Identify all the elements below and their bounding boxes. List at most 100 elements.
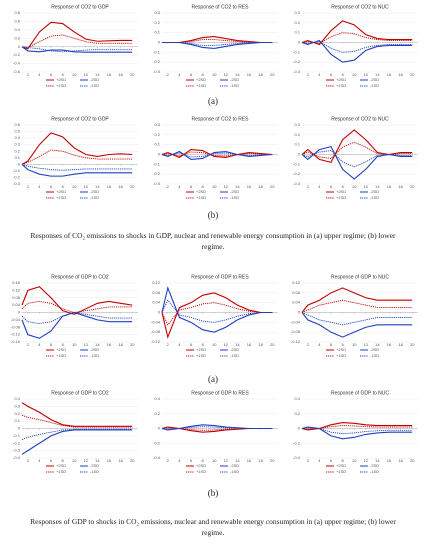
x-tick-label: 12 — [84, 342, 89, 347]
legend-label: -2SD — [90, 189, 99, 194]
x-tick-label: 14 — [95, 342, 100, 347]
x-tick-label: 2 — [167, 458, 170, 463]
x-tick-label: 12 — [84, 72, 89, 77]
legend-label: +2SD — [196, 347, 206, 352]
y-tick-label: 0.1 — [294, 142, 300, 147]
y-tick-label: 0.04 — [152, 300, 161, 305]
x-tick-label: 6 — [190, 184, 193, 189]
x-tick-label: 8 — [201, 72, 204, 77]
series-line — [21, 311, 133, 339]
y-tick-label: 0.08 — [292, 290, 301, 295]
series-line — [301, 427, 413, 435]
y-tick-label: -0.2 — [153, 59, 161, 64]
chart-title: Response of CO2 to GDP — [51, 116, 109, 122]
x-tick-label: 16 — [247, 342, 252, 347]
legend-label: -2SD — [90, 347, 99, 352]
x-tick-label: 14 — [235, 72, 240, 77]
x-tick-label: 12 — [84, 184, 89, 189]
y-tick-label: -0.3 — [13, 181, 21, 186]
y-tick-label: 0.08 — [152, 290, 161, 295]
legend-label: +2SD — [56, 463, 66, 468]
y-tick-label: 0.2 — [294, 132, 300, 137]
legend-label: +1SD — [196, 469, 206, 474]
legend-label: -1SD — [370, 469, 379, 474]
series-line — [21, 428, 133, 440]
x-tick-label: 12 — [224, 184, 229, 189]
y-tick-label: 0.1 — [154, 30, 160, 35]
x-tick-label: 14 — [95, 184, 100, 189]
chart-title: Response of CO2 to RES — [192, 116, 250, 122]
legend-label: -2SD — [90, 77, 99, 82]
panel-label: (b) — [207, 210, 219, 220]
y-tick-label: 0.4 — [154, 396, 160, 401]
legend-label: -2SD — [230, 463, 239, 468]
series-line — [21, 163, 133, 177]
x-tick-label: 2 — [27, 342, 30, 347]
y-tick-label: 0.2 — [14, 148, 20, 153]
x-tick-label: 6 — [190, 342, 193, 347]
y-tick-label: 0.12 — [292, 280, 301, 285]
figure-caption: Responses of GDP to shocks in CO₂ emissi… — [30, 517, 396, 537]
x-tick-label: 6 — [190, 72, 193, 77]
y-tick-label: 0.6 — [14, 18, 20, 23]
x-tick-label: 2 — [307, 72, 310, 77]
x-tick-label: 8 — [61, 458, 64, 463]
chart: Response of CO2 to RES -0.3 -0.2 -0.1 0 0.1 0.… — [153, 4, 278, 88]
chart: Response of GDP to RES -0.12 -0.08 -0.04 0 0.… — [151, 274, 278, 358]
x-tick-label: 8 — [201, 342, 204, 347]
series-line — [301, 129, 413, 164]
y-tick-label: -0.04 — [151, 319, 161, 324]
x-tick-label: 20 — [270, 184, 275, 189]
x-tick-label: 18 — [398, 458, 403, 463]
y-tick-label: -0.2 — [153, 171, 161, 176]
series-line — [301, 312, 413, 338]
series-line — [21, 300, 133, 313]
y-tick-label: -0.3 — [153, 69, 161, 74]
y-tick-label: -0.2 — [13, 440, 21, 445]
y-tick-label: 0.6 — [14, 122, 20, 127]
x-tick-label: 18 — [398, 72, 403, 77]
legend-label: -1SD — [370, 195, 379, 200]
x-tick-label: 12 — [364, 458, 369, 463]
series-line — [301, 41, 413, 53]
chart: Response of GDP to CO2 -0.16 -0.12 -0.08 -0.… — [11, 274, 138, 358]
legend-label: +2SD — [336, 347, 346, 352]
legend-label: +2SD — [196, 189, 206, 194]
x-tick-label: 6 — [330, 342, 333, 347]
x-tick-label: 4 — [38, 184, 41, 189]
legend-label: +1SD — [196, 353, 206, 358]
y-tick-label: -0.1 — [153, 161, 161, 166]
x-tick-label: 14 — [95, 72, 100, 77]
series-line — [21, 414, 133, 428]
x-tick-label: 16 — [387, 342, 392, 347]
x-tick-label: 8 — [61, 342, 64, 347]
x-tick-label: 18 — [118, 184, 123, 189]
x-tick-label: 18 — [258, 342, 263, 347]
series-line — [21, 149, 133, 165]
x-tick-label: 6 — [330, 458, 333, 463]
series-line — [21, 34, 133, 49]
chart-title: Response of GDP to CO2 — [51, 274, 109, 280]
y-tick-label: 0 — [298, 40, 301, 45]
x-tick-label: 6 — [50, 342, 53, 347]
series-line — [21, 132, 133, 165]
legend-label: +1SD — [56, 195, 66, 200]
y-tick-label: -0.2 — [293, 59, 301, 64]
y-tick-label: -0.4 — [13, 61, 21, 66]
series-line — [21, 429, 133, 455]
x-tick-label: 6 — [330, 72, 333, 77]
x-tick-label: 10 — [72, 342, 77, 347]
x-tick-label: 8 — [341, 72, 344, 77]
x-tick-label: 18 — [258, 184, 263, 189]
legend-label: -1SD — [370, 83, 379, 88]
x-tick-label: 10 — [212, 184, 217, 189]
x-tick-label: 6 — [190, 458, 193, 463]
x-tick-label: 10 — [352, 72, 357, 77]
x-tick-label: 16 — [247, 458, 252, 463]
y-tick-label: 0.3 — [154, 122, 160, 127]
y-tick-label: -0.1 — [293, 161, 301, 166]
x-tick-label: 10 — [72, 72, 77, 77]
x-tick-label: 10 — [352, 184, 357, 189]
y-tick-label: 0 — [298, 310, 301, 315]
y-tick-label: 0.2 — [294, 411, 300, 416]
